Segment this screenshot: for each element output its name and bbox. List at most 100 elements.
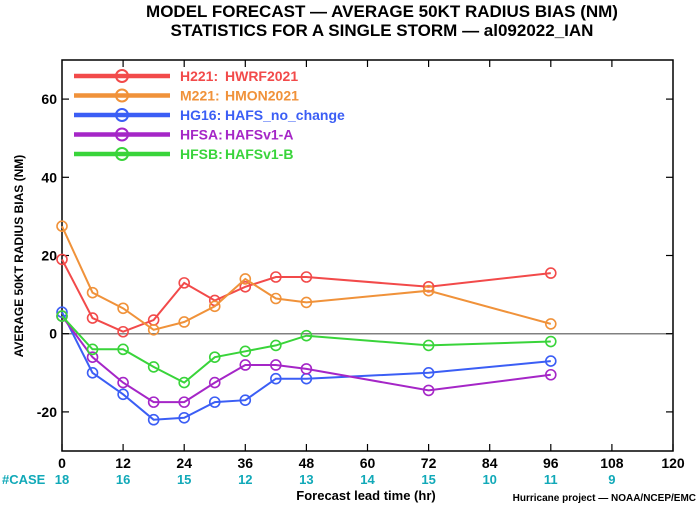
data-point [86,351,99,363]
series-line [61,311,551,421]
x-tick-label: 72 [421,455,437,471]
case-count: 13 [299,472,313,487]
data-point [270,292,282,305]
data-point [147,323,160,336]
x-tick-label: 108 [600,455,624,471]
data-point [178,411,190,424]
data-point [147,396,160,408]
data-point [239,345,252,358]
case-count: 11 [544,472,558,487]
data-point [300,363,313,375]
case-count: 16 [116,472,130,487]
case-count: 15 [177,472,191,487]
x-tick-label: 84 [482,455,498,471]
case-count: 12 [238,472,252,487]
legend-marker [115,147,129,161]
data-point [117,343,129,356]
y-tick-label: 40 [41,169,57,185]
data-point [56,253,68,266]
legend-label: HAFS_no_change [225,107,345,123]
data-point [422,284,435,297]
data-point [422,339,435,352]
legend-marker [115,127,129,142]
series-HMON2021 [56,220,557,336]
data-point [117,388,129,401]
data-point [178,316,190,328]
data-point [300,296,313,309]
legend-item: HG16: HAFS_no_change [74,107,345,123]
plot-area [61,59,674,452]
series-HAFSv1-B [56,310,557,389]
series-HAFS_no_change [56,306,557,426]
x-axis-label: Forecast lead time (hr) [296,488,435,503]
case-count: 9 [608,472,615,487]
data-point [147,361,160,373]
y-axis-label: AVERAGE 50KT RADIUS BIAS (NM) [12,155,26,357]
case-count: 18 [55,472,69,487]
data-point [86,286,99,299]
series-HWRF2021 [56,253,557,338]
credit-text: Hurricane project — NOAA/NCEP/EMC [513,493,696,504]
legend-code: H221: [180,68,218,84]
data-point [239,359,252,371]
case-count: 15 [421,472,435,487]
data-point [239,273,252,285]
data-point [86,366,99,379]
data-point [117,302,129,315]
series-HAFSv1-A [56,310,557,408]
data-point [422,384,435,397]
case-counts: 18 16 15 12 13 14 15 10 11 9 [55,472,616,487]
legend-marker [115,69,129,83]
series-line [61,315,551,384]
legend-code: M221: [180,88,220,104]
legend-label: HAFSv1-A [225,127,293,143]
data-point [300,271,313,283]
data-point [86,312,99,324]
legend-label: HMON2021 [225,88,299,104]
legend-code: HG16: [180,107,221,123]
x-tick-label: 36 [238,455,254,471]
legend-item: HFSB: HAFSv1-B [74,146,293,162]
x-tick-label: 96 [543,455,559,471]
data-point [422,280,435,293]
data-point [117,376,129,389]
series-line [61,258,551,333]
data-point [208,376,221,389]
x-tick-label: 12 [115,455,131,471]
series-line [61,315,551,404]
series-group [56,220,557,426]
data-point [178,376,190,389]
legend-item: H221: HWRF2021 [74,68,298,84]
chart-title: MODEL FORECAST — AVERAGE 50KT RADIUS BIA… [146,2,618,21]
data-point [208,300,221,313]
data-point [544,368,557,381]
case-count: 14 [360,472,375,487]
data-point [239,394,252,406]
legend-marker [115,108,129,122]
legend-code: HFSA: [180,127,223,143]
axis-ticks: 0 12 24 36 48 60 72 84 96 108 120 -20 0 20 40 60 [37,60,685,471]
data-point [300,329,313,342]
series-line [61,225,552,331]
chart-subtitle: STATISTICS FOR A SINGLE STORM — al092022… [171,21,594,40]
data-point [178,396,190,408]
legend-item: HFSA: HAFSv1-A [74,127,293,143]
data-point [208,396,221,408]
legend-label: HWRF2021 [225,68,298,84]
data-point [239,280,252,293]
case-label: #CASE [2,472,46,487]
data-point [86,343,99,356]
y-tick-label: -20 [37,404,57,420]
y-tick-label: 20 [41,248,57,264]
x-tick-label: 60 [360,455,376,471]
data-point [544,355,557,367]
data-point [270,359,282,371]
data-point [270,271,282,283]
data-point [56,220,68,232]
x-tick-label: 0 [58,455,66,471]
data-point [544,335,557,348]
x-tick-label: 24 [176,455,192,471]
case-count: 10 [482,472,496,487]
